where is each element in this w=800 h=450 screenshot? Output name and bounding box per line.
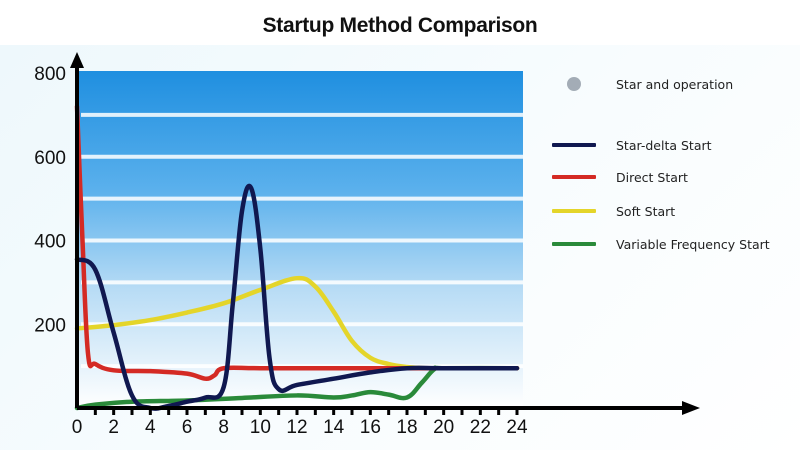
legend-item-vfd: Variable Frequency Start — [552, 234, 770, 254]
legend-label: Star and operation — [616, 76, 734, 92]
x-tick-label: 20 — [433, 417, 454, 438]
legend-label: Direct Start — [616, 169, 688, 185]
legend-item-soft: Soft Start — [552, 201, 675, 221]
legend-item-star-delta: Star-delta Start — [552, 135, 712, 155]
legend-label: Star-delta Start — [616, 137, 712, 153]
x-tick-label: 0 — [72, 417, 83, 438]
legend-label: Variable Frequency Start — [616, 236, 770, 252]
y-tick-label: 200 — [34, 315, 66, 336]
x-tick-label: 14 — [323, 417, 345, 438]
x-tick-label: 16 — [360, 417, 381, 438]
x-tick-label: 2 — [108, 417, 119, 438]
x-tick-label: 8 — [218, 417, 229, 438]
line-swatch-icon — [552, 209, 596, 213]
chart-title: Startup Method Comparison — [262, 14, 538, 37]
series-layer — [74, 104, 520, 411]
y-tick-label: 400 — [34, 232, 66, 253]
series-line-star-delta-start — [74, 183, 520, 411]
y-tick-label: 800 — [34, 64, 66, 85]
series-line-variable-frequency-start — [74, 365, 520, 411]
x-tick-label: 12 — [286, 417, 307, 438]
x-tick-label: 18 — [396, 417, 417, 438]
x-tick-label: 22 — [470, 417, 491, 438]
x-tick-label: 24 — [506, 417, 528, 438]
legend-item-star-and-operation: Star and operation — [552, 74, 733, 94]
line-swatch-icon — [552, 143, 596, 147]
line-swatch-icon — [552, 242, 596, 246]
x-tick-label: 6 — [182, 417, 193, 438]
plot-area-bands — [77, 71, 523, 408]
legend-item-direct: Direct Start — [552, 167, 688, 187]
x-tick-label: 4 — [145, 417, 156, 438]
x-tick-label: 10 — [250, 417, 271, 438]
marker-dot-icon — [567, 77, 581, 91]
line-swatch-icon — [552, 175, 596, 179]
legend-label: Soft Start — [616, 203, 676, 219]
y-tick-label: 600 — [34, 148, 66, 169]
